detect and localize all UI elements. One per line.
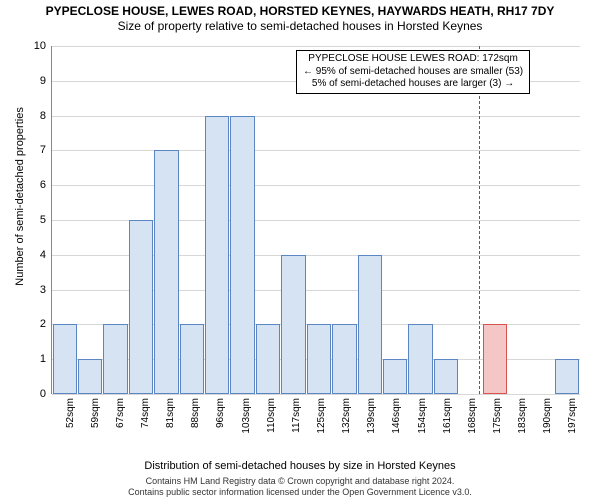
bar [53,324,77,394]
x-tick-label: 74sqm [140,398,151,428]
x-tick-label: 67sqm [115,398,126,428]
x-tick-label: 132sqm [341,398,352,434]
y-axis-label: Number of semi-detached properties [14,107,26,286]
y-tick-label: 0 [40,388,46,400]
bar [129,220,153,394]
annotation-box: PYPECLOSE HOUSE LEWES ROAD: 172sqm← 95% … [296,50,530,94]
x-tick-label: 88sqm [190,398,201,428]
bar [205,116,229,394]
x-tick-label: 96sqm [215,398,226,428]
bar [408,324,432,394]
x-tick-label: 183sqm [517,398,528,434]
x-axis-label: Distribution of semi-detached houses by … [0,460,600,472]
x-tick-label: 139sqm [366,398,377,434]
y-tick-label: 9 [40,75,46,87]
y-tick-label: 2 [40,318,46,330]
y-tick-label: 6 [40,179,46,191]
bar [281,255,305,394]
x-tick-label: 161sqm [442,398,453,434]
annotation-line: ← 95% of semi-detached houses are smalle… [303,66,523,79]
x-tick-label: 154sqm [417,398,428,434]
x-tick-label: 197sqm [567,398,578,434]
x-tick-label: 110sqm [266,398,277,433]
chart-area: 012345678910 52sqm59sqm67sqm74sqm81sqm88… [52,46,580,394]
x-tick-label: 175sqm [492,398,503,434]
bar [358,255,382,394]
bar [154,150,178,394]
footer-line-1: Contains HM Land Registry data © Crown c… [0,476,600,487]
footer: Contains HM Land Registry data © Crown c… [0,476,600,498]
x-tick-label: 190sqm [542,398,553,434]
bar [483,324,507,394]
annotation-line: PYPECLOSE HOUSE LEWES ROAD: 172sqm [303,53,523,66]
bar [307,324,331,394]
page-title: PYPECLOSE HOUSE, LEWES ROAD, HORSTED KEY… [0,0,600,18]
bar [78,359,102,394]
x-tick-label: 146sqm [391,398,402,434]
bar [103,324,127,394]
bar [555,359,579,394]
bar [383,359,407,394]
footer-line-2: Contains public sector information licen… [0,487,600,498]
y-tick-label: 3 [40,284,46,296]
y-tick-label: 10 [34,40,46,52]
x-tick-label: 117sqm [291,398,302,433]
x-tick-label: 52sqm [65,398,76,428]
bar [332,324,356,394]
x-tick-label: 103sqm [241,398,252,434]
bar [434,359,458,394]
bars-container [52,46,580,394]
bar [230,116,254,394]
bar [256,324,280,394]
x-tick-label: 81sqm [165,398,176,428]
x-tick-label: 125sqm [316,398,327,434]
annotation-line: 5% of semi-detached houses are larger (3… [303,78,523,91]
y-tick-label: 5 [40,214,46,226]
x-tick-label: 168sqm [467,398,478,434]
y-tick-label: 7 [40,144,46,156]
y-tick-label: 1 [40,353,46,365]
x-tick-label: 59sqm [90,398,101,428]
y-tick-label: 4 [40,249,46,261]
bar [180,324,204,394]
grid-line [52,394,580,395]
y-tick-label: 8 [40,110,46,122]
page-subtitle: Size of property relative to semi-detach… [0,18,600,33]
